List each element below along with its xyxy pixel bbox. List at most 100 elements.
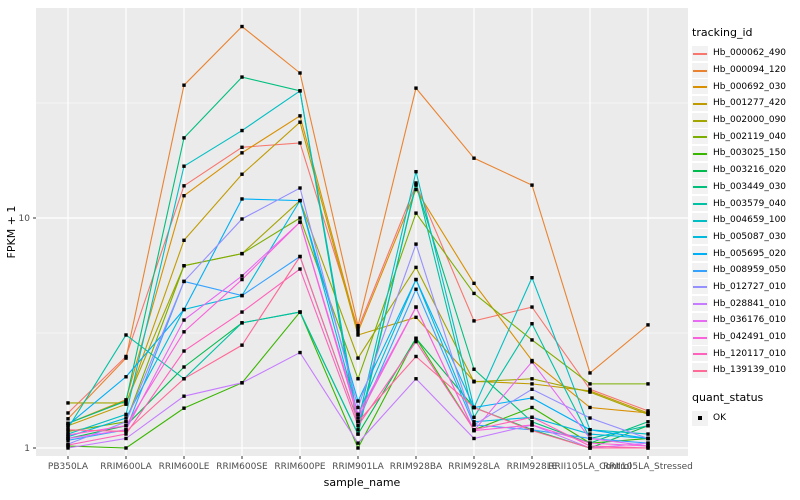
legend-key-line-icon bbox=[692, 296, 708, 312]
legend-item-label: Hb_036176_010 bbox=[713, 315, 787, 326]
data-point-marker bbox=[124, 356, 128, 360]
data-point-marker bbox=[124, 416, 128, 420]
data-point-marker bbox=[472, 319, 476, 323]
data-point-marker bbox=[66, 401, 70, 405]
legend-item-label: Hb_005695_020 bbox=[713, 248, 787, 259]
legend-item: Hb_000062_490 bbox=[692, 45, 798, 62]
data-point-marker bbox=[66, 436, 70, 441]
data-point-marker bbox=[356, 377, 360, 381]
legend-item: Hb_036176_010 bbox=[692, 312, 798, 329]
legend-title-tracking-id: tracking_id bbox=[692, 26, 753, 39]
x-tick-label: RRII105LA_Stressed bbox=[603, 462, 693, 472]
data-point-marker bbox=[240, 277, 244, 282]
legend-item: Hb_008959_050 bbox=[692, 262, 798, 279]
legend-item-label: Hb_003025_150 bbox=[713, 148, 787, 159]
x-tick-label: RRIM600SE bbox=[216, 462, 268, 472]
data-point-marker bbox=[240, 75, 244, 79]
data-point-marker bbox=[240, 217, 244, 221]
data-point-marker bbox=[298, 114, 302, 118]
data-point-marker bbox=[356, 416, 360, 420]
data-point-marker bbox=[414, 183, 418, 187]
data-point-marker bbox=[182, 406, 186, 410]
legend-key-line-icon bbox=[692, 162, 708, 178]
legend-item-label: Hb_008959_050 bbox=[713, 265, 787, 276]
data-point-marker bbox=[414, 277, 418, 282]
data-point-marker bbox=[124, 432, 128, 436]
legend-key-line-icon bbox=[692, 262, 708, 278]
data-point-marker bbox=[356, 333, 360, 337]
data-point-marker bbox=[240, 293, 244, 298]
legend-item-label: Hb_042491_010 bbox=[713, 332, 787, 343]
data-point-marker bbox=[240, 343, 244, 347]
data-point-marker bbox=[124, 429, 128, 434]
legend-item: Hb_004659_100 bbox=[692, 212, 798, 229]
x-tick-label: RRIM928BA bbox=[390, 462, 443, 472]
data-point-marker bbox=[124, 420, 128, 424]
data-point-marker bbox=[298, 220, 302, 224]
data-point-marker bbox=[356, 330, 360, 334]
legend-item: Hb_000094_120 bbox=[692, 62, 798, 79]
quant-status-legend: quant_status OK bbox=[692, 391, 798, 427]
data-point-marker bbox=[240, 251, 244, 256]
legend-item-label: Hb_028841_010 bbox=[713, 298, 787, 309]
data-point-marker bbox=[414, 187, 418, 192]
legend-item: Hb_005695_020 bbox=[692, 245, 798, 262]
legend-item: Hb_002119_040 bbox=[692, 128, 798, 145]
legend-item-label: Hb_005087_030 bbox=[713, 231, 787, 242]
x-axis-title: sample_name bbox=[323, 476, 401, 489]
legend-entries: Hb_000062_490 Hb_000094_120 Hb_000692_030 H… bbox=[692, 45, 798, 379]
legend-key-line-icon bbox=[692, 212, 708, 228]
data-point-marker bbox=[356, 424, 360, 428]
data-point-marker bbox=[646, 409, 650, 413]
data-point-marker bbox=[182, 83, 186, 87]
legend-key-line-icon bbox=[692, 312, 708, 328]
legend-item-label: Hb_000094_120 bbox=[713, 65, 787, 76]
legend-key-line-icon bbox=[692, 362, 708, 378]
data-point-marker bbox=[182, 164, 186, 168]
data-point-marker bbox=[356, 412, 360, 417]
x-tick-label: RRIM600LE bbox=[159, 462, 210, 472]
data-point-marker bbox=[530, 387, 534, 391]
data-point-marker bbox=[530, 360, 534, 364]
data-point-marker bbox=[240, 321, 244, 325]
data-point-marker bbox=[356, 441, 360, 445]
data-point-marker bbox=[66, 438, 70, 443]
data-point-marker bbox=[298, 141, 302, 145]
data-point-marker bbox=[124, 333, 128, 337]
legend-item-label: Hb_120117_010 bbox=[713, 348, 787, 359]
legend-item-label: Hb_012727_010 bbox=[713, 281, 787, 292]
data-point-marker bbox=[414, 336, 418, 340]
data-point-marker bbox=[472, 415, 476, 419]
data-point-marker bbox=[472, 367, 476, 371]
data-point-marker bbox=[646, 444, 650, 448]
data-point-marker bbox=[414, 287, 418, 291]
data-point-marker bbox=[124, 412, 128, 417]
data-point-marker bbox=[588, 446, 592, 450]
data-point-marker bbox=[414, 86, 418, 90]
y-tick-label: 1 bbox=[24, 444, 30, 454]
data-point-marker bbox=[298, 71, 302, 75]
data-point-marker bbox=[530, 377, 534, 381]
data-point-marker bbox=[530, 183, 534, 187]
data-point-marker bbox=[298, 186, 302, 190]
data-point-marker bbox=[298, 216, 302, 220]
data-point-marker bbox=[182, 238, 186, 242]
data-point-marker bbox=[588, 416, 592, 420]
data-point-marker bbox=[356, 405, 360, 410]
data-point-marker bbox=[414, 242, 418, 246]
data-point-marker bbox=[588, 405, 592, 410]
data-point-marker bbox=[646, 412, 650, 417]
data-point-marker bbox=[182, 136, 186, 140]
x-tick-label: RRIM901LA bbox=[332, 462, 384, 472]
data-point-marker bbox=[530, 276, 534, 280]
data-point-marker bbox=[472, 436, 476, 441]
data-point-marker bbox=[472, 405, 476, 410]
y-axis-title: FPKM + 1 bbox=[5, 205, 18, 259]
legend-item-label: Hb_002119_040 bbox=[713, 131, 787, 142]
legend-item: Hb_028841_010 bbox=[692, 295, 798, 312]
legend-key-line-icon bbox=[692, 79, 708, 95]
data-point-marker bbox=[182, 394, 186, 398]
quant-status-item: OK bbox=[692, 410, 798, 427]
black-square-marker-icon bbox=[692, 410, 708, 426]
